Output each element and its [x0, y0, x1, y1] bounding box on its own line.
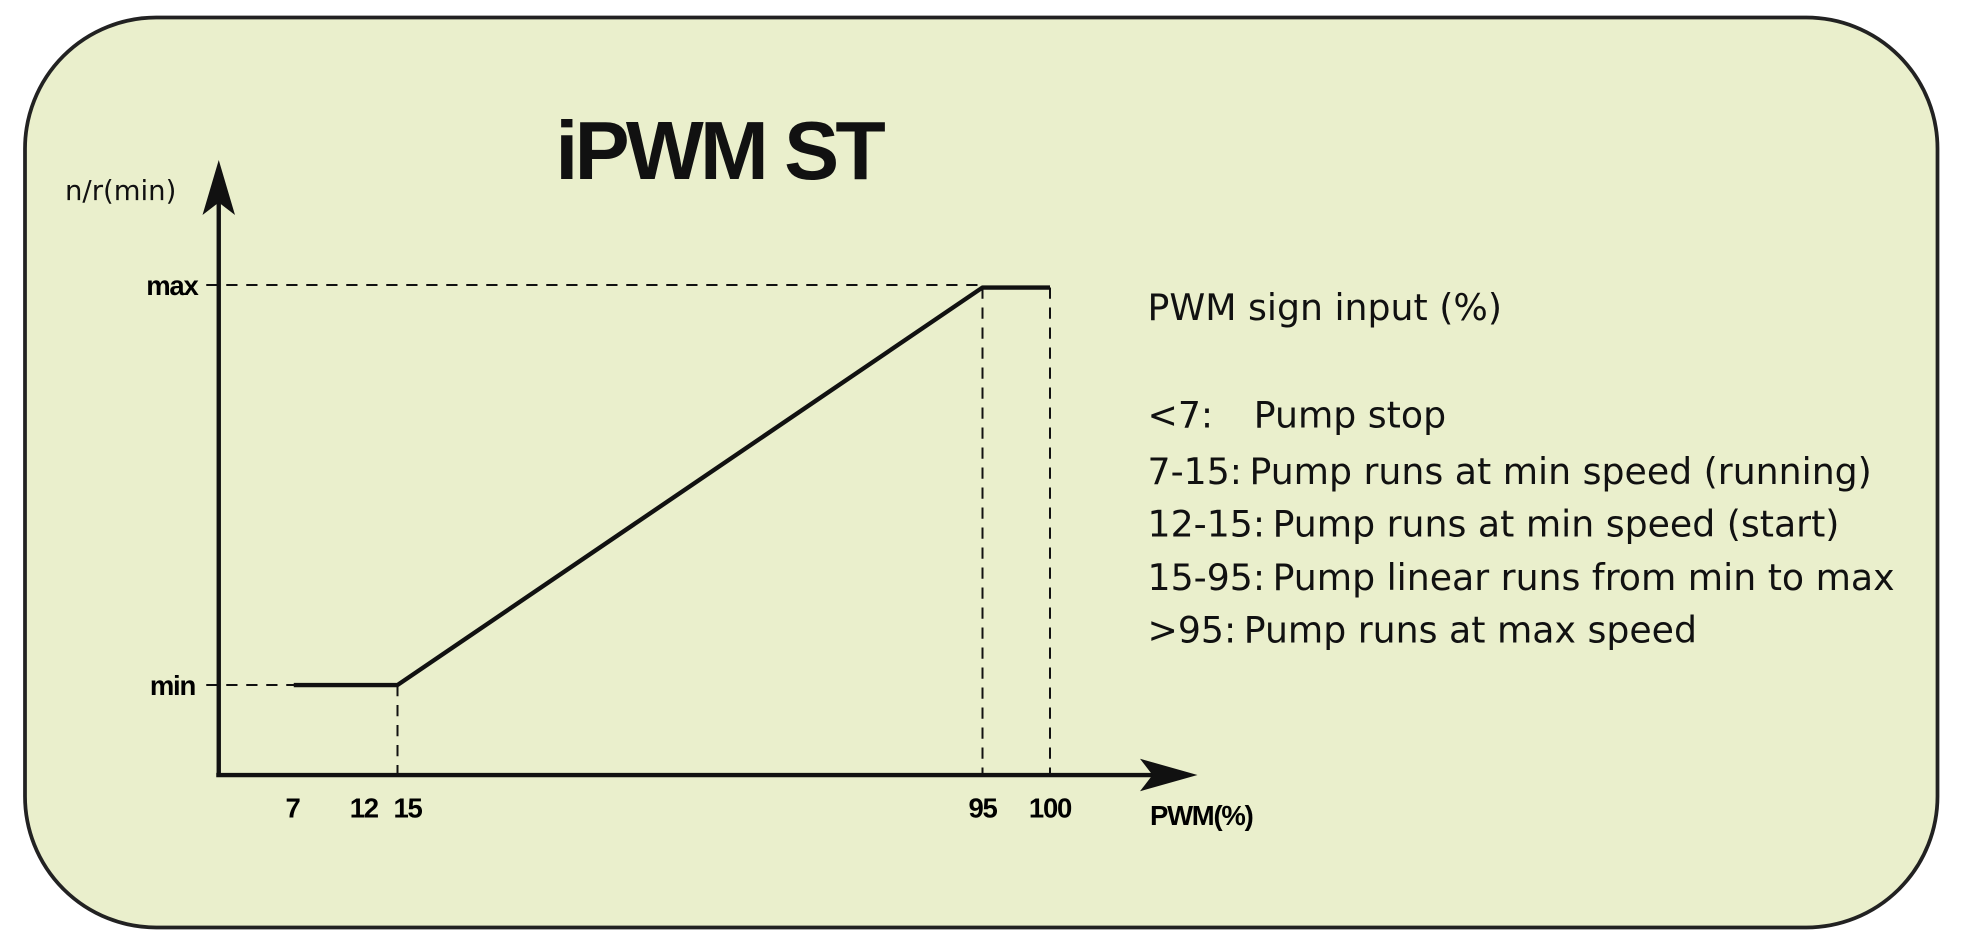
x-tick-label: 15	[393, 793, 422, 824]
x-axis-label: PWM(%)	[1150, 800, 1253, 831]
legend-item: >95: Pump runs at max speed	[1148, 609, 1698, 652]
legend-item: 12-15: Pump runs at min speed (start)	[1148, 502, 1840, 545]
legend-text: Pump runs at max speed	[1244, 609, 1697, 652]
y-axis-label: n/r(min)	[65, 175, 176, 207]
legend-range: >95:	[1148, 609, 1237, 652]
panel	[23, 15, 1940, 930]
legend-text: Pump runs at min speed (running)	[1249, 450, 1871, 493]
x-tick-label: 12	[350, 793, 379, 824]
legend-range: 7-15:	[1148, 450, 1242, 493]
speed-curve	[293, 285, 1050, 688]
legend-range: 15-95:	[1148, 556, 1266, 599]
y-tick-label: max	[146, 270, 199, 301]
title: iPWM ST	[555, 105, 885, 197]
x-tick-label: 7	[285, 793, 300, 824]
legend-text: Pump runs at min speed (start)	[1273, 502, 1840, 545]
legend-item: 15-95: Pump linear runs from min to max	[1148, 556, 1895, 599]
y-axis-arrow	[202, 160, 235, 216]
x-axis-arrow	[1140, 758, 1198, 792]
legend-heading: PWM sign input (%)	[1148, 286, 1502, 329]
y-tick-label: min	[150, 670, 196, 701]
legend-item: <7: Pump stop	[1148, 394, 1447, 437]
legend-text: Pump stop	[1254, 394, 1446, 437]
legend-range: 12-15:	[1148, 502, 1266, 545]
x-tick-label: 100	[1029, 793, 1072, 824]
legend-range: <7:	[1148, 394, 1214, 437]
legend-item: 7-15: Pump runs at min speed (running)	[1148, 450, 1872, 493]
legend-text: Pump linear runs from min to max	[1273, 556, 1895, 599]
x-tick-label: 95	[968, 793, 997, 824]
